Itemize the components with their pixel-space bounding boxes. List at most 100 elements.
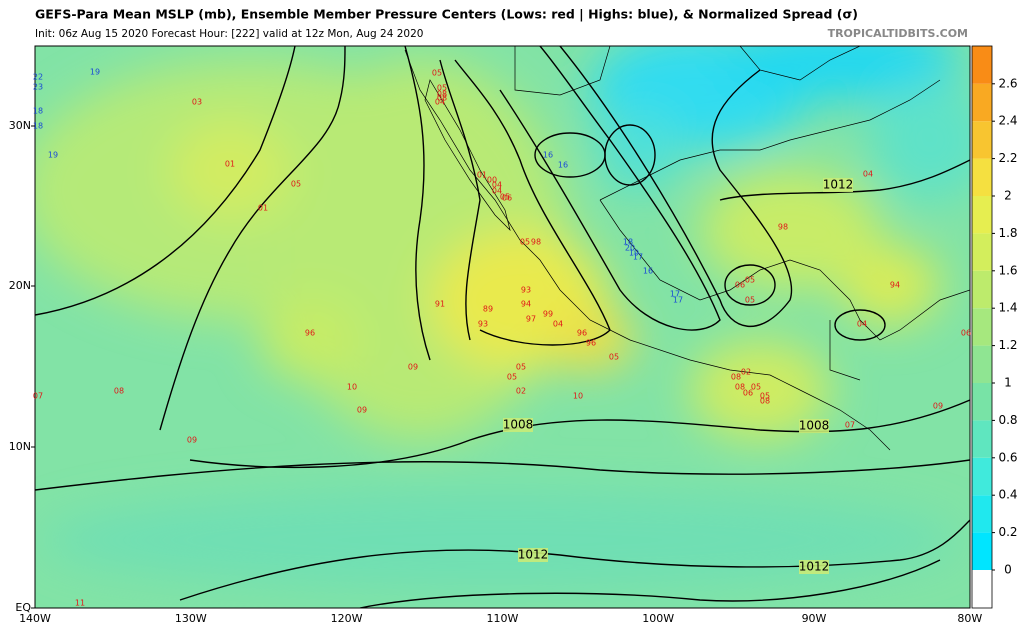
high-center: 23 — [33, 83, 43, 92]
low-center: 94 — [890, 281, 900, 290]
contour-label: 1008 — [799, 419, 830, 433]
low-center: 08 — [437, 90, 447, 99]
colorbar-label: 0 — [1004, 563, 1012, 577]
colorbar-swatch — [972, 121, 992, 159]
contour-label-bg — [799, 560, 829, 574]
isobars — [35, 46, 970, 608]
low-center: 04 — [435, 98, 445, 107]
lon-label: 120W — [331, 612, 363, 625]
low-center: 93 — [521, 286, 531, 295]
lon-label: 110W — [486, 612, 518, 625]
low-center: 08 — [731, 373, 741, 382]
colorbar-swatch — [972, 345, 992, 383]
low-center: 96 — [305, 329, 315, 338]
map-title: GEFS-Para Mean MSLP (mb), Ensemble Membe… — [35, 7, 858, 22]
low-center: 09 — [357, 406, 367, 415]
contour-label-bg — [799, 419, 829, 433]
contour-label: 1012 — [799, 560, 830, 574]
colorbar-label: 0.8 — [998, 413, 1017, 427]
colorbar-swatch — [972, 532, 992, 570]
low-center: 98 — [531, 238, 541, 247]
high-center: 22 — [33, 73, 43, 82]
colorbar-label: 2.4 — [998, 114, 1017, 128]
colorbar-frame — [971, 45, 993, 609]
colorbar-label: 0.6 — [998, 450, 1017, 464]
high-center: 18 — [33, 122, 43, 131]
low-center: 96 — [586, 339, 596, 348]
low-center: 06 — [735, 281, 745, 290]
low-center: 07 — [845, 421, 855, 430]
colorbar-swatch — [972, 46, 992, 84]
colorbar-swatch — [972, 457, 992, 496]
low-center: 05 — [432, 69, 442, 78]
colorbar-label: 1.8 — [998, 226, 1017, 240]
high-center: 16 — [558, 161, 568, 170]
map-frame — [34, 45, 971, 609]
colorbar-label: 2 — [1004, 189, 1012, 203]
low-center: 06 — [502, 194, 512, 203]
colorbar-swatch — [972, 570, 992, 608]
low-center: 05 — [507, 373, 517, 382]
coastlines — [404, 46, 970, 451]
colorbar-swatch — [972, 420, 992, 458]
lat-label: 10N — [9, 440, 31, 453]
high-center: 20 — [625, 244, 635, 253]
high-center: 17 — [673, 296, 683, 305]
colorbar-label: 2.2 — [998, 151, 1017, 165]
low-center: 03 — [192, 98, 202, 107]
low-center: 05 — [760, 392, 770, 401]
lon-label: 80W — [957, 612, 982, 625]
low-center: 02 — [516, 387, 526, 396]
spread-field — [35, 46, 970, 608]
source-credit: TROPICALTIDBITS.COM — [828, 27, 968, 40]
contour-label-bg — [518, 548, 548, 562]
colorbar-swatch — [972, 270, 992, 309]
low-center: 04 — [857, 320, 867, 329]
colorbar-label: 1 — [1004, 376, 1012, 390]
contour-label-bg — [823, 178, 853, 192]
low-center: 10 — [347, 383, 357, 392]
low-center: 98 — [778, 223, 788, 232]
low-center: 99 — [543, 310, 553, 319]
colorbar-swatch — [972, 495, 992, 533]
lon-label: 90W — [802, 612, 827, 625]
low-center: 01 — [225, 160, 235, 169]
low-center: 91 — [435, 300, 445, 309]
contour-label-bg — [503, 418, 533, 432]
low-center: 05 — [745, 276, 755, 285]
high-center: 19 — [629, 249, 639, 258]
high-center: 17 — [633, 253, 643, 262]
lat-label: 20N — [9, 279, 31, 292]
contour-label: 1012 — [518, 548, 549, 562]
colorbar-label: 1.2 — [998, 338, 1017, 352]
high-center: 19 — [90, 68, 100, 77]
low-center: 04 — [492, 187, 502, 196]
low-center: 96 — [577, 329, 587, 338]
colorbar-label: 2.6 — [998, 76, 1017, 90]
low-center: 08 — [114, 387, 124, 396]
colorbar-swatch — [972, 196, 992, 234]
low-center: 00 — [487, 176, 497, 185]
low-center: 89 — [483, 305, 493, 314]
low-center: 05 — [291, 180, 301, 189]
colorbar-swatch — [972, 308, 992, 346]
low-center: 94 — [521, 300, 531, 309]
lon-label: 140W — [19, 612, 51, 625]
high-center: 19 — [48, 151, 58, 160]
low-center: 05 — [609, 353, 619, 362]
low-center: 93 — [478, 320, 488, 329]
high-center: 18 — [623, 238, 633, 247]
low-center: 07 — [33, 392, 43, 401]
low-center: 04 — [492, 181, 502, 190]
low-center: 09 — [933, 402, 943, 411]
low-center: 06 — [961, 329, 971, 338]
low-center: 05 — [745, 296, 755, 305]
low-center: 09 — [187, 436, 197, 445]
map-subtitle: Init: 06z Aug 15 2020 Forecast Hour: [22… — [35, 28, 423, 40]
low-center: 05 — [751, 383, 761, 392]
colorbar-swatch — [972, 233, 992, 271]
lon-label: 130W — [175, 612, 207, 625]
low-center: 10 — [573, 392, 583, 401]
